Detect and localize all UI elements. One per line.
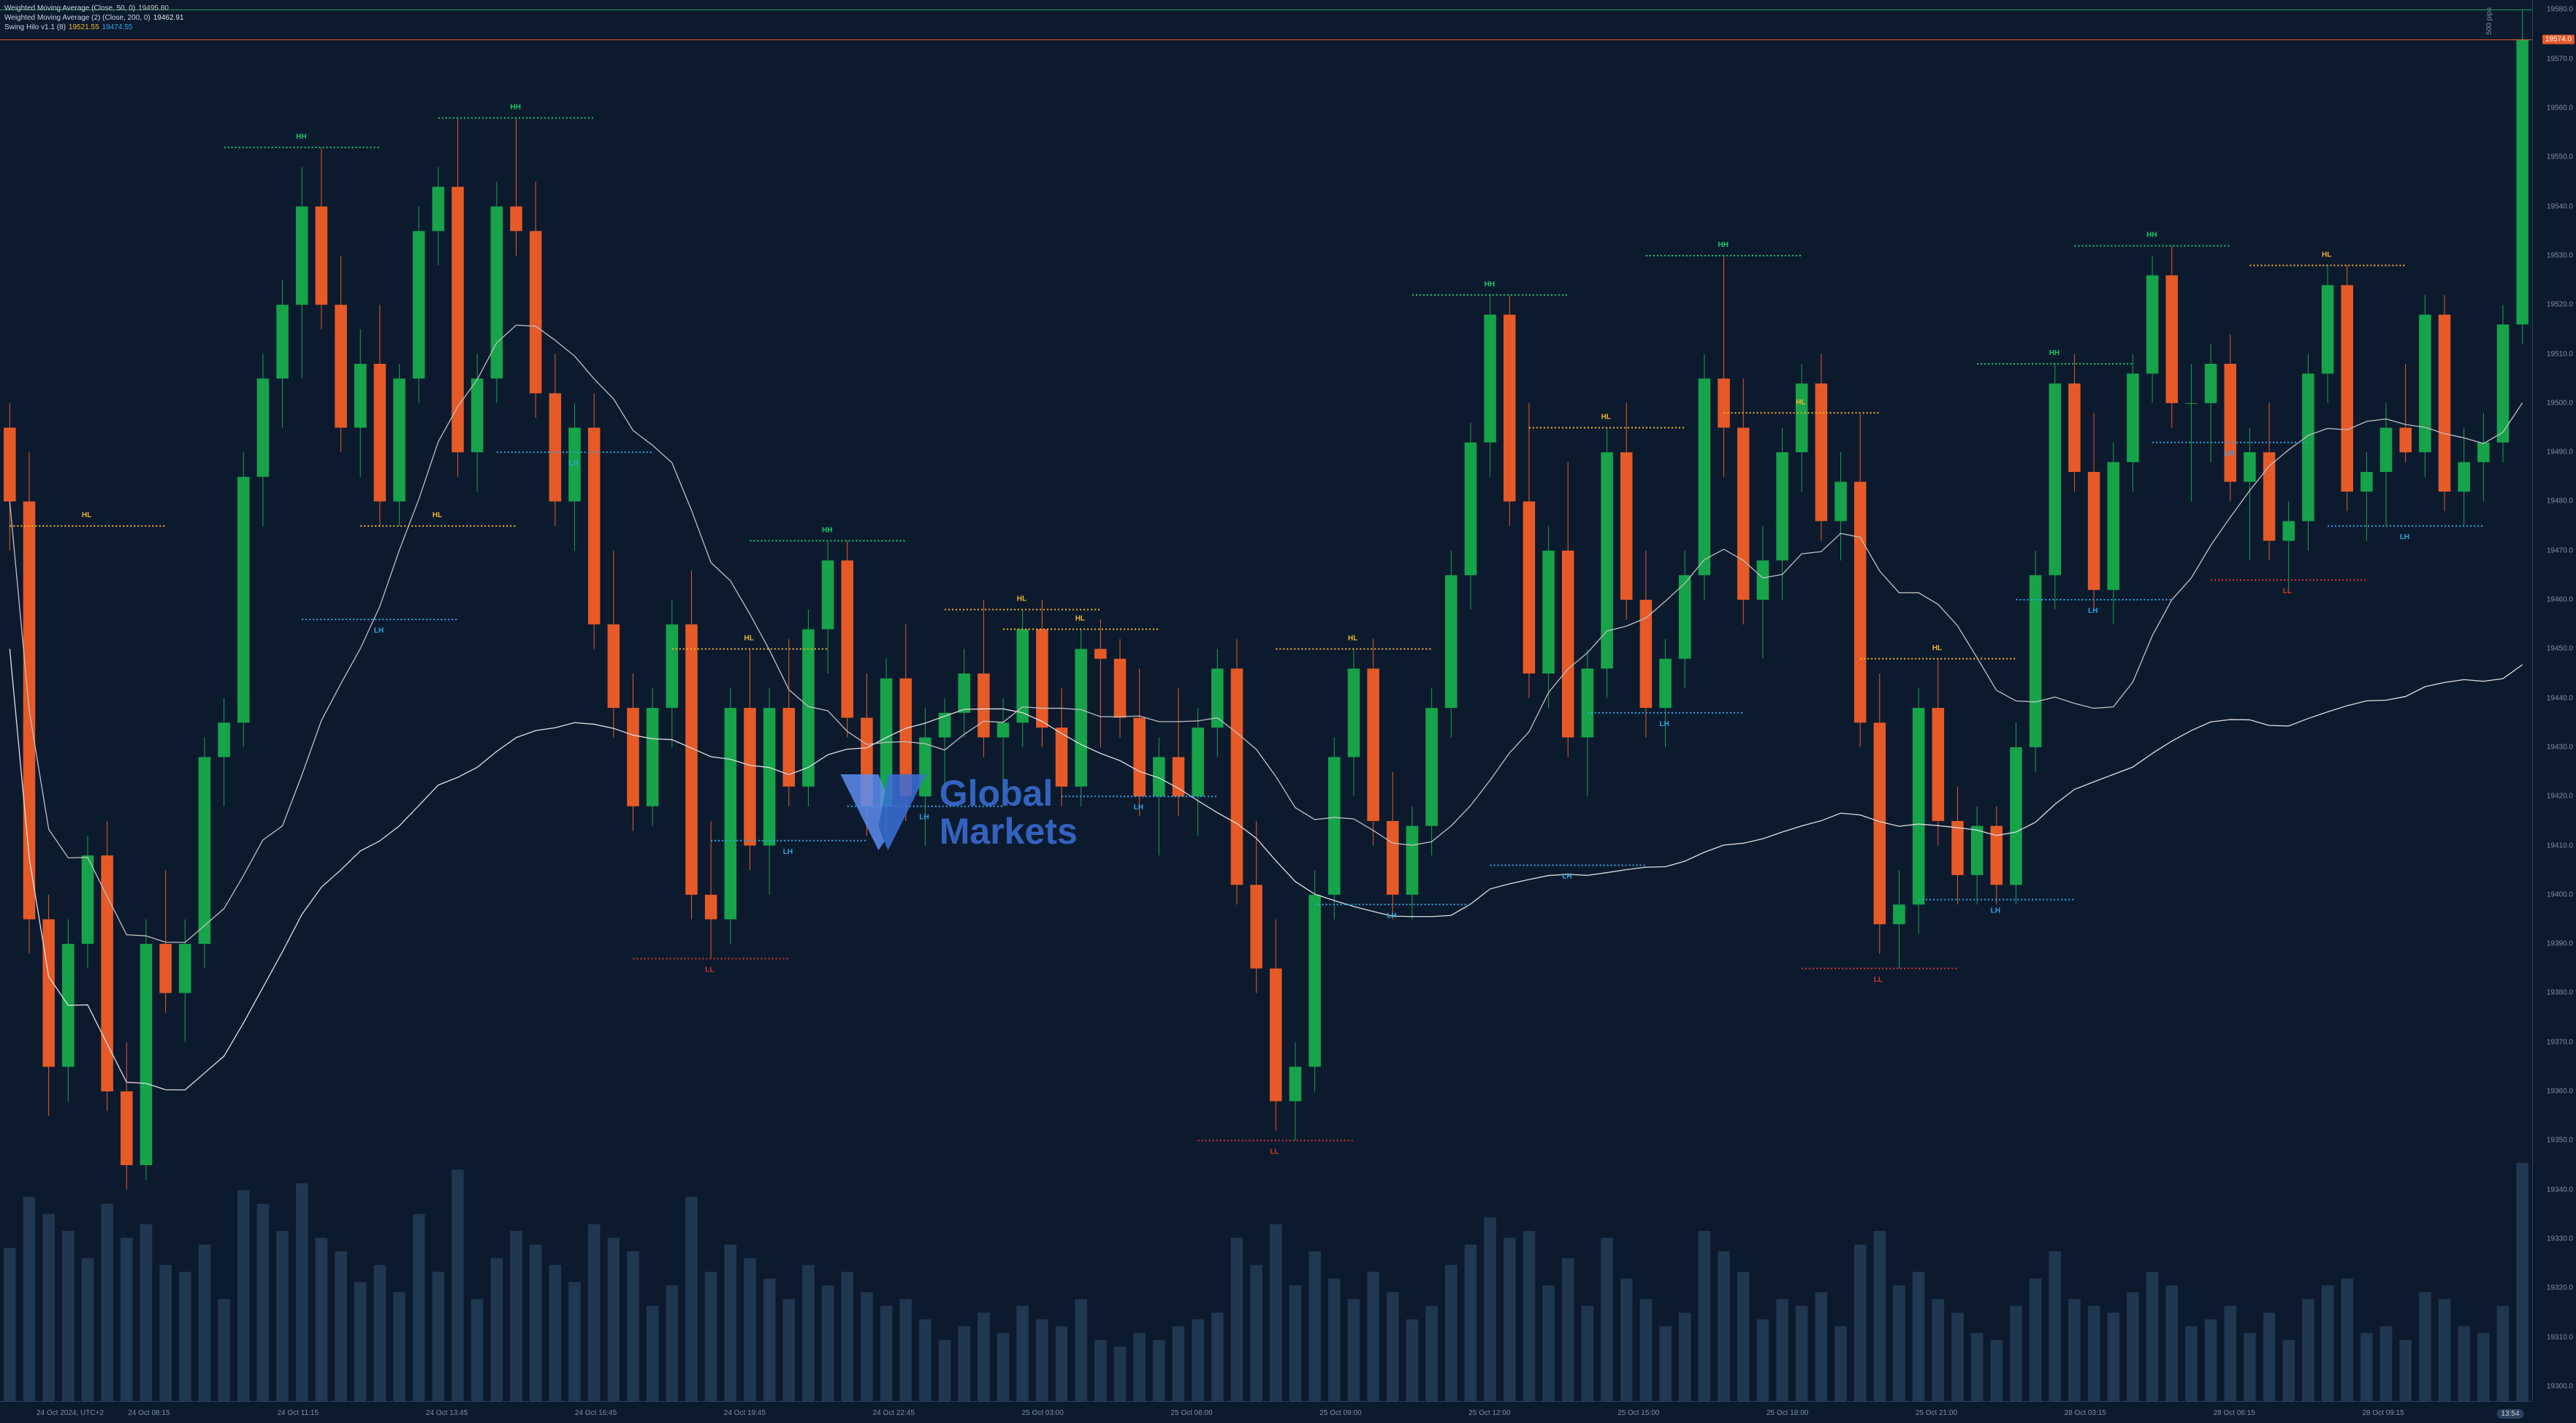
- y-axis-label: 19400.0: [2547, 890, 2573, 899]
- x-axis-label: 28 Oct 03:15: [2065, 1409, 2106, 1417]
- time-badge: 13:54: [2496, 1409, 2523, 1419]
- y-axis-label: 19370.0: [2547, 1038, 2573, 1046]
- svg-text:LL: LL: [1874, 976, 1883, 984]
- chart-svg: HL HH LH HH HL LH LL HL LH HH LH HL HL LH LL HL LH HH LH HL…: [0, 0, 2532, 1401]
- x-axis-label: 24 Oct 22:45: [873, 1409, 915, 1417]
- svg-text:HH: HH: [822, 526, 832, 534]
- y-axis[interactable]: 19300.0 19310.0 19320.0 19330.0 19340.0 19350…: [2532, 0, 2576, 1401]
- svg-text:HL: HL: [744, 634, 753, 642]
- watermark: Global Markets: [836, 765, 1078, 860]
- watermark-logo-icon: [836, 765, 931, 860]
- chart-area[interactable]: HL HH LH HH HL LH LL HL LH HH LH HL HL LH LL HL LH HH LH HL…: [0, 0, 2532, 1401]
- x-axis-label: 24 Oct 16:45: [575, 1409, 617, 1417]
- current-price-line: [0, 39, 2532, 40]
- x-axis-label: 24 Oct 13:45: [426, 1409, 468, 1417]
- svg-text:LH: LH: [2225, 450, 2234, 458]
- y-axis-label: 19450.0: [2547, 645, 2573, 653]
- y-axis-label: 19570.0: [2547, 55, 2573, 63]
- svg-text:HH: HH: [511, 104, 521, 112]
- pips-label: 500 pips: [2485, 7, 2493, 35]
- y-axis-label: 19530.0: [2547, 251, 2573, 259]
- y-axis-label: 19310.0: [2547, 1333, 2573, 1341]
- y-axis-label: 19440.0: [2547, 694, 2573, 702]
- x-axis-label: 25 Oct 09:00: [1319, 1409, 1361, 1417]
- svg-text:LH: LH: [1387, 912, 1396, 920]
- y-axis-label: 19540.0: [2547, 202, 2573, 210]
- svg-text:LH: LH: [1562, 872, 1571, 880]
- indicator-row[interactable]: Swing Hilo v1.1 (8)19521.5519474.55: [4, 23, 186, 31]
- svg-text:HH: HH: [2146, 231, 2157, 239]
- y-axis-label: 19350.0: [2547, 1137, 2573, 1145]
- y-axis-label: 19360.0: [2547, 1088, 2573, 1096]
- y-axis-label: 19490.0: [2547, 449, 2573, 457]
- y-axis-label: 19410.0: [2547, 842, 2573, 850]
- y-axis-label: 19480.0: [2547, 497, 2573, 506]
- svg-text:LH: LH: [783, 848, 793, 856]
- y-axis-label: 19580.0: [2547, 6, 2573, 14]
- y-axis-label: 19510.0: [2547, 350, 2573, 358]
- indicator-row[interactable]: Weighted Moving Average (Close, 50, 0)19…: [4, 4, 186, 12]
- svg-text:LH: LH: [2088, 607, 2097, 615]
- y-axis-label: 19560.0: [2547, 104, 2573, 112]
- y-axis-label: 19430.0: [2547, 743, 2573, 751]
- svg-text:HL: HL: [1932, 644, 1942, 652]
- x-axis-label: 25 Oct 12:00: [1468, 1409, 1510, 1417]
- y-axis-label: 19520.0: [2547, 301, 2573, 309]
- current-price-badge: 19574.0: [2542, 34, 2575, 44]
- x-axis-label: 25 Oct 21:00: [1916, 1409, 1957, 1417]
- x-axis-label: 25 Oct 18:00: [1767, 1409, 1808, 1417]
- x-axis-tz-label: 24 Oct 2024, UTC+2: [37, 1409, 104, 1417]
- svg-text:LH: LH: [569, 459, 579, 468]
- svg-text:HL: HL: [1601, 413, 1611, 421]
- svg-text:HH: HH: [1718, 241, 1729, 249]
- svg-text:HL: HL: [82, 511, 91, 519]
- svg-text:LH: LH: [919, 814, 929, 822]
- svg-text:LH: LH: [1991, 907, 2000, 915]
- x-axis-label: 28 Oct 06:15: [2214, 1409, 2255, 1417]
- svg-text:LH: LH: [1660, 720, 1669, 728]
- svg-text:HH: HH: [2049, 349, 2059, 357]
- y-axis-label: 19390.0: [2547, 940, 2573, 948]
- svg-text:LL: LL: [2283, 587, 2292, 595]
- top-price-line: [0, 9, 2532, 10]
- svg-text:HL: HL: [1017, 595, 1026, 603]
- svg-text:HL: HL: [432, 511, 442, 519]
- svg-text:HL: HL: [1075, 614, 1085, 622]
- y-axis-label: 19550.0: [2547, 153, 2573, 161]
- svg-text:LH: LH: [1134, 804, 1143, 812]
- indicator-panel: Weighted Moving Average (Close, 50, 0)19…: [4, 4, 186, 33]
- x-axis-label: 28 Oct 09:15: [2362, 1409, 2404, 1417]
- y-axis-label: 19460.0: [2547, 596, 2573, 604]
- watermark-line2: Markets: [940, 812, 1078, 851]
- svg-text:LH: LH: [374, 627, 384, 635]
- x-axis-label: 24 Oct 11:15: [277, 1409, 319, 1417]
- svg-text:HH: HH: [296, 133, 306, 141]
- svg-text:HL: HL: [2322, 251, 2331, 259]
- x-axis-label: 25 Oct 03:00: [1022, 1409, 1064, 1417]
- x-axis-label: 25 Oct 15:00: [1617, 1409, 1659, 1417]
- watermark-line1: Global: [940, 774, 1078, 813]
- x-axis[interactable]: 24 Oct 2024, UTC+2 24 Oct 08:15 24 Oct 11:…: [0, 1401, 2532, 1423]
- x-axis-label: 24 Oct 19:45: [724, 1409, 766, 1417]
- y-axis-label: 19420.0: [2547, 793, 2573, 801]
- svg-text:LH: LH: [2400, 533, 2409, 541]
- svg-text:HH: HH: [1485, 281, 1495, 289]
- x-axis-label: 25 Oct 06:00: [1170, 1409, 1212, 1417]
- indicator-row[interactable]: Weighted Moving Average (2) (Close, 200,…: [4, 14, 186, 22]
- y-axis-label: 19470.0: [2547, 546, 2573, 554]
- y-axis-label: 19500.0: [2547, 399, 2573, 407]
- svg-text:LL: LL: [705, 966, 714, 974]
- y-axis-label: 19380.0: [2547, 989, 2573, 997]
- x-axis-label: 24 Oct 08:15: [128, 1409, 169, 1417]
- svg-text:HL: HL: [1796, 398, 1805, 406]
- y-axis-label: 19340.0: [2547, 1186, 2573, 1194]
- chart-container: HL HH LH HH HL LH LL HL LH HH LH HL HL LH LL HL LH HH LH HL…: [0, 0, 2576, 1423]
- y-axis-label: 19300.0: [2547, 1382, 2573, 1390]
- svg-text:HL: HL: [1348, 634, 1357, 642]
- y-axis-label: 19320.0: [2547, 1284, 2573, 1292]
- svg-text:LL: LL: [1270, 1148, 1279, 1156]
- y-axis-label: 19330.0: [2547, 1235, 2573, 1243]
